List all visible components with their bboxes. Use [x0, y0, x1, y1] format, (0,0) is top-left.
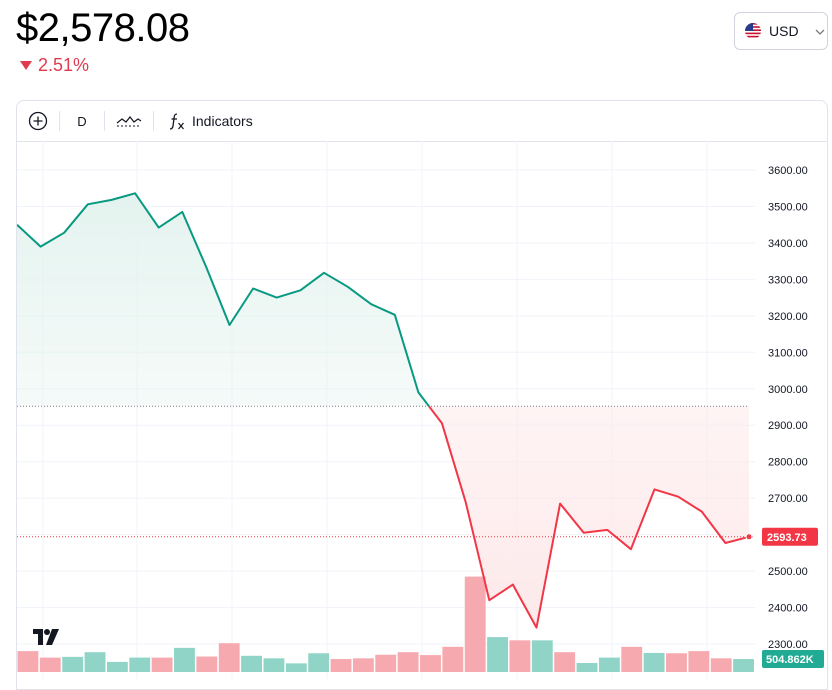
tradingview-logo [33, 629, 59, 647]
toolbar-divider [59, 111, 60, 131]
y-tick-label: 3200.00 [768, 311, 808, 323]
indicators-label: Indicators [192, 113, 253, 129]
volume-bar [464, 576, 486, 672]
interval-button[interactable]: D [60, 101, 104, 141]
volume-bar [666, 653, 687, 672]
interval-label: D [77, 113, 87, 129]
area-fill-above-baseline [17, 193, 429, 407]
indicators-button[interactable]: Indicators [154, 101, 253, 141]
plus-circle-icon [28, 111, 48, 131]
toolbar-divider [153, 111, 154, 131]
price-line-below-baseline [428, 405, 750, 629]
tradingview-logo-icon [33, 629, 59, 645]
volume-bar [39, 657, 61, 672]
volume-bar [330, 659, 352, 672]
volume-bar [285, 663, 307, 672]
volume-bar [151, 657, 173, 672]
volume-bar [710, 658, 732, 672]
last-volume-label: 504.862K [766, 654, 814, 666]
volume-bar [733, 659, 754, 672]
add-symbol-button[interactable] [17, 101, 59, 141]
current-price: $2,578.08 [16, 6, 190, 50]
y-tick-label: 2400.00 [768, 603, 808, 615]
volume-bar [375, 654, 397, 672]
volume-bar [129, 657, 151, 672]
last-volume-badge [762, 650, 824, 668]
y-tick-label: 3500.00 [768, 201, 808, 213]
y-tick-label: 3600.00 [768, 165, 808, 177]
area-fill-below-baseline [429, 406, 749, 628]
triangle-down-icon [20, 61, 32, 70]
volume-bar [554, 652, 576, 672]
volume-bar [621, 646, 643, 672]
last-price-dot [745, 533, 753, 541]
volume-bar [598, 657, 620, 672]
volume-bar [531, 640, 553, 672]
price-line-above-baseline [17, 192, 430, 407]
volume-bar [174, 647, 195, 672]
price-chart[interactable]: 2300.002400.002500.002600.002700.002800.… [17, 141, 828, 679]
us-flag-icon [745, 23, 761, 39]
y-tick-label: 2800.00 [768, 457, 808, 469]
volume-bar [643, 652, 665, 672]
last-price-label: 2593.73 [767, 532, 807, 544]
volume-bar [688, 651, 710, 672]
line-area-icon [116, 116, 142, 127]
volume-bar [241, 655, 262, 672]
chart-toolbar: D Indicators [17, 101, 827, 142]
y-tick-label: 3300.00 [768, 274, 808, 286]
chevron-down-icon [815, 24, 825, 38]
volume-bar [263, 658, 285, 672]
volume-bar [576, 663, 598, 672]
y-tick-label: 3000.00 [768, 384, 808, 396]
volume-bar [17, 651, 39, 672]
currency-selector[interactable]: USD [734, 12, 828, 50]
y-tick-label: 2700.00 [768, 493, 808, 505]
chart-type-button[interactable] [105, 101, 153, 141]
volume-bar [196, 656, 218, 672]
volume-bar [308, 653, 330, 672]
volume-bar [84, 652, 106, 672]
chart-widget: D Indicators 2300.002400.002500.002600.0… [16, 100, 828, 690]
y-tick-label: 3400.00 [768, 238, 808, 250]
y-tick-label: 2300.00 [768, 639, 808, 651]
price-change: 2.51% [20, 55, 89, 76]
volume-bar [509, 640, 531, 672]
volume-bar [487, 637, 508, 672]
change-percent: 2.51% [38, 55, 90, 75]
last-price-badge [762, 527, 818, 546]
volume-bar [420, 655, 441, 672]
y-tick-label: 3100.00 [768, 347, 808, 359]
volume-bar [62, 656, 84, 672]
volume-bar [106, 661, 128, 672]
function-fx-icon [169, 113, 184, 130]
toolbar-divider [104, 111, 105, 131]
volume-bar [352, 658, 374, 672]
currency-label: USD [769, 23, 799, 39]
y-tick-label: 2500.00 [768, 566, 808, 578]
volume-bar [218, 643, 240, 672]
volume-bar [442, 646, 464, 672]
y-tick-label: 2900.00 [768, 420, 808, 432]
volume-bar [397, 652, 419, 672]
